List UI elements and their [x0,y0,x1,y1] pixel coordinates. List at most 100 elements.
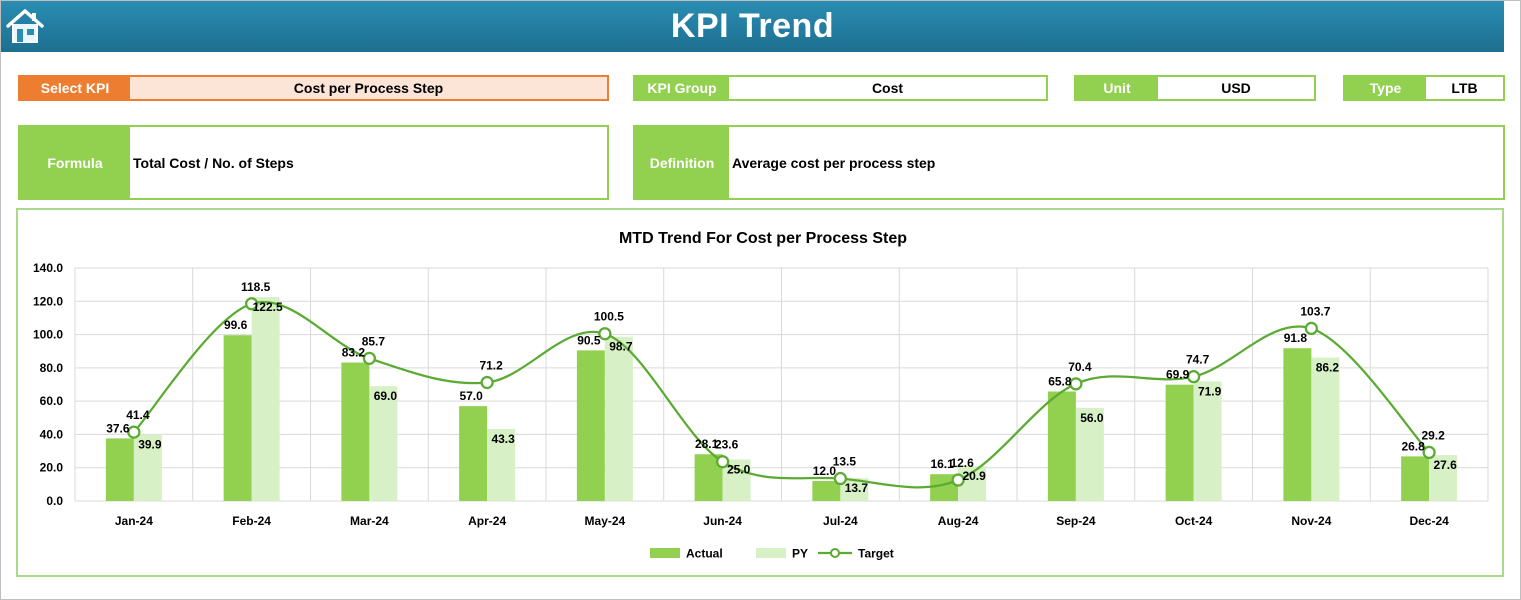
legend-actual-swatch [650,548,680,558]
select-kpi-field[interactable]: Select KPI Cost per Process Step [18,75,609,101]
bar-py [1429,455,1458,501]
target-line [133,300,1430,489]
data-label-py: 20.9 [962,469,986,483]
bar-py [1193,381,1222,501]
target-marker [1069,377,1083,391]
bar-actual [576,350,605,501]
data-label-target: 118.5 [241,280,271,294]
data-label-py: 43.3 [491,432,515,446]
data-label-actual: 16.1 [930,457,954,471]
bar-actual [812,481,841,501]
kpi-group-value: Cost [871,80,904,96]
type-label: Type [1345,77,1426,99]
bar-py [604,336,633,501]
bar-actual [341,362,370,501]
data-label-py: 71.9 [1198,384,1222,398]
data-label-py: 98.7 [609,340,633,354]
target-marker [362,351,376,365]
y-tick-label: 100.0 [33,328,63,342]
data-label-py: 39.9 [138,438,162,452]
y-tick-label: 120.0 [33,294,63,308]
bar-py [487,428,516,501]
x-tick-label: Sep-24 [1056,514,1096,528]
y-tick-label: 140.0 [33,261,63,275]
bar-py [369,386,398,501]
data-label-target: 103.7 [1300,304,1330,318]
definition-box: Definition Average cost per process step [633,125,1505,200]
kpi-group-label: KPI Group [635,77,729,99]
data-label-actual: 57.0 [459,389,483,403]
bar-actual [1165,384,1194,501]
bar-actual [459,406,488,501]
data-label-py: 27.6 [1433,458,1457,472]
data-label-actual: 28.1 [695,437,719,451]
data-label-target: 23.6 [715,438,739,452]
data-label-target: 100.5 [594,310,624,324]
data-label-target: 29.2 [1421,428,1445,442]
x-tick-label: Jan-24 [115,514,153,528]
bar-py [1311,357,1340,501]
data-label-target: 74.7 [1186,353,1210,367]
kpi-group-field: KPI Group Cost [633,75,1048,101]
target-marker [716,455,730,469]
data-label-py: 86.2 [1316,361,1340,375]
unit-field: Unit USD [1074,75,1316,101]
definition-label: Definition [635,127,729,198]
home-icon[interactable] [5,7,45,45]
x-tick-label: Aug-24 [938,514,979,528]
header-banner: KPI Trend [1,1,1504,52]
data-label-target: 71.2 [479,359,503,373]
trend-chart: MTD Trend For Cost per Process Step 0.0 2… [33,230,1489,561]
x-tick-label: Oct-24 [1175,514,1213,528]
bar-py [251,297,280,501]
y-tick-label: 0.0 [46,494,63,508]
legend-target-marker [830,548,840,558]
target-marker [951,473,965,487]
bar-actual [223,335,252,501]
data-label-actual: 26.8 [1401,439,1425,453]
trend-chart-panel: MTD Trend For Cost per Process Step 0.0 2… [16,208,1504,577]
data-label-actual: 37.6 [106,421,130,435]
definition-value: Average cost per process step [732,154,936,171]
target-marker [480,375,494,390]
target-marker [127,425,141,439]
legend-label: Actual [686,547,723,561]
data-label-actual: 83.2 [342,346,366,360]
data-label-target: 12.6 [950,456,974,470]
target-marker [598,327,612,341]
data-label-target: 70.4 [1068,360,1092,374]
data-label-actual: 69.9 [1166,368,1190,382]
unit-label: Unit [1076,77,1158,99]
bar-py [1075,407,1104,501]
bar-actual [1047,391,1076,501]
x-tick-label: Dec-24 [1409,514,1449,528]
target-marker [245,297,259,311]
data-label-py: 13.7 [845,481,869,495]
target-marker [1422,445,1436,460]
target-marker [1187,370,1201,384]
x-tick-label: Jul-24 [823,514,858,528]
data-label-actual: 99.6 [224,318,248,332]
data-label-actual: 65.8 [1048,374,1072,388]
data-label-target: 13.5 [833,455,857,469]
bar-actual [1401,456,1430,501]
chart-title: MTD Trend For Cost per Process Step [619,230,907,247]
target-marker [833,471,847,486]
data-label-actual: 90.5 [577,333,601,347]
x-tick-label: Apr-24 [468,514,506,528]
formula-box: Formula Total Cost / No. of Steps [18,125,609,200]
select-kpi-value[interactable]: Cost per Process Step [130,77,607,99]
y-tick-label: 40.0 [40,427,64,441]
y-tick-label: 80.0 [40,361,64,375]
type-value: LTB [1451,80,1478,96]
data-label-actual: 12.0 [813,464,837,478]
formula-label: Formula [20,127,130,198]
type-field: Type LTB [1343,75,1505,101]
select-kpi-label: Select KPI [20,77,130,99]
x-tick-label: Mar-24 [350,514,389,528]
bar-actual [1283,348,1312,501]
data-label-actual: 91.8 [1284,331,1308,345]
data-label-py: 56.0 [1080,411,1104,425]
x-tick-label: Feb-24 [232,514,271,528]
unit-value: USD [1221,80,1251,96]
